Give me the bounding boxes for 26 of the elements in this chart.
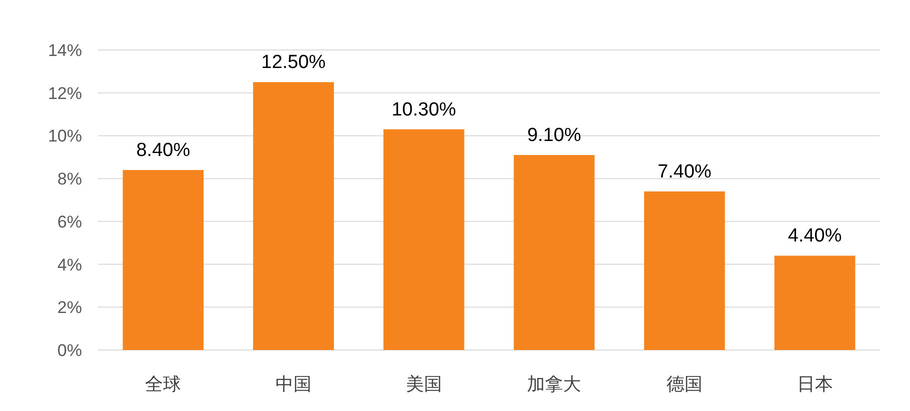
y-tick-label: 2% <box>57 298 82 318</box>
data-label: 7.40% <box>658 161 712 182</box>
data-label: 8.40% <box>136 140 190 161</box>
y-tick-label: 0% <box>57 341 82 360</box>
x-tick-label: 加拿大 <box>527 374 582 394</box>
y-tick-label: 10% <box>48 126 82 146</box>
x-tick-label: 日本 <box>796 374 833 394</box>
data-label: 12.50% <box>261 52 326 74</box>
y-tick-label: 6% <box>57 212 82 232</box>
data-label: 10.30% <box>392 99 456 120</box>
x-tick-label: 中国 <box>276 374 312 394</box>
y-tick-label: 12% <box>48 84 82 103</box>
data-label: 9.10% <box>527 125 582 146</box>
bar <box>514 155 595 350</box>
y-tick-label: 4% <box>57 255 82 274</box>
bar <box>644 191 725 350</box>
bar <box>122 170 204 350</box>
data-label: 4.40% <box>788 226 842 247</box>
y-tick-label: 14% <box>48 41 82 60</box>
bar <box>774 256 856 350</box>
bar <box>253 82 334 350</box>
x-tick-label: 德国 <box>666 374 702 394</box>
x-tick-label: 全球 <box>145 374 182 394</box>
x-tick-label: 美国 <box>406 374 442 394</box>
y-tick-label: 8% <box>57 170 82 189</box>
bar <box>383 129 464 350</box>
